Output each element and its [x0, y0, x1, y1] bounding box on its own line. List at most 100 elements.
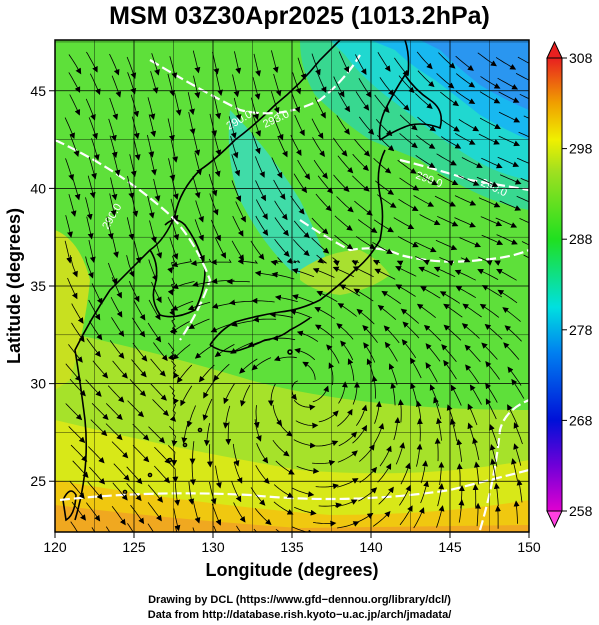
- streamline: [273, 118, 284, 141]
- streamline: [69, 255, 78, 278]
- streamline: [355, 91, 370, 111]
- streamline: [375, 118, 393, 137]
- streamline: [105, 403, 123, 421]
- streamline: [269, 311, 293, 318]
- streamline: [194, 239, 205, 262]
- streamline: [375, 180, 395, 195]
- streamline: [231, 480, 242, 503]
- streamline: [523, 115, 529, 119]
- streamline: [502, 307, 521, 322]
- streamline: [485, 398, 497, 420]
- streamline: [70, 521, 79, 532]
- streamline: [251, 297, 275, 304]
- streamline: [233, 502, 246, 523]
- streamline: [511, 378, 525, 399]
- chart-title: MSM 03Z30Apr2025 (1013.2hPa): [109, 2, 490, 30]
- streamline: [455, 286, 477, 299]
- streamline: [513, 422, 523, 445]
- streamline: [398, 75, 415, 94]
- streamline: [154, 236, 163, 259]
- streamline: [198, 364, 215, 383]
- streamline: [111, 506, 126, 526]
- streamline: [273, 73, 282, 97]
- axes: 120 125 130 135 140 145 150 25 30 35 40 45: [30, 83, 540, 555]
- streamline: [416, 303, 436, 319]
- streamline: [131, 116, 140, 140]
- streamline: [416, 51, 433, 70]
- streamline: [293, 439, 317, 449]
- streamline: [69, 94, 81, 116]
- streamline: [440, 91, 460, 107]
- streamline: [295, 420, 319, 429]
- streamline: [150, 358, 166, 377]
- streamline: [250, 240, 265, 260]
- streamline: [126, 217, 135, 241]
- streamline: [86, 338, 101, 358]
- streamline: [213, 133, 222, 156]
- streamline: [292, 294, 315, 304]
- streamline: [372, 241, 393, 254]
- streamline: [251, 357, 272, 371]
- streamline: [231, 180, 242, 203]
- streamline: [86, 502, 101, 522]
- streamline: [383, 325, 400, 344]
- streamline: [252, 114, 261, 137]
- streamline: [326, 344, 340, 364]
- streamline: [174, 93, 182, 116]
- streamline: [68, 72, 81, 93]
- streamline: [291, 487, 315, 498]
- streamline: [64, 117, 75, 140]
- y-tick-label: 30: [30, 376, 46, 392]
- streamline: [251, 132, 261, 155]
- streamline: [334, 234, 354, 250]
- colorbar-tick-label: 308: [569, 50, 593, 66]
- streamline: [194, 152, 203, 176]
- streamline: [230, 136, 239, 159]
- streamline: [435, 239, 458, 251]
- streamline: [433, 396, 442, 420]
- streamline: [254, 508, 272, 526]
- streamline: [91, 138, 100, 161]
- streamline: [167, 73, 176, 97]
- streamline: [381, 290, 402, 305]
- streamline: [450, 384, 462, 406]
- streamline: [194, 219, 204, 242]
- streamline: [133, 300, 146, 321]
- streamline: [489, 423, 499, 447]
- streamline: [494, 260, 501, 266]
- streamline: [484, 323, 503, 340]
- streamline: [333, 76, 345, 98]
- streamline: [149, 220, 157, 244]
- streamline: [338, 381, 348, 404]
- streamline: [393, 417, 401, 441]
- streamline: [88, 320, 103, 341]
- streamline: [133, 137, 141, 161]
- streamline: [317, 175, 334, 194]
- streamline: [176, 364, 193, 384]
- credit-block: Drawing by DCL (https://www.gfd−dennou.o…: [0, 593, 599, 623]
- streamline: [71, 501, 86, 521]
- streamline: [107, 385, 125, 403]
- streamline: [377, 463, 392, 483]
- streamline: [70, 444, 88, 462]
- streamline: [338, 51, 350, 73]
- colorbar-tick-label: 278: [569, 322, 593, 338]
- streamline: [209, 481, 217, 505]
- streamline: [337, 303, 357, 317]
- streamline: [253, 405, 260, 429]
- credit-data: Data from http://database.rish.kyoto−u.a…: [147, 609, 452, 621]
- streamline: [232, 74, 240, 98]
- streamline: [499, 200, 522, 211]
- colorbar-tick-label: 268: [569, 412, 593, 428]
- streamline: [489, 443, 498, 467]
- streamline: [222, 405, 231, 429]
- streamline: [153, 178, 161, 202]
- streamline: [133, 240, 142, 264]
- streamline: [420, 460, 429, 484]
- streamline: [490, 458, 497, 482]
- x-axis-title: Longitude (degrees): [205, 560, 378, 580]
- streamline: [273, 501, 294, 515]
- streamline: [363, 342, 376, 363]
- streamline: [420, 286, 441, 299]
- streamline: [336, 196, 354, 213]
